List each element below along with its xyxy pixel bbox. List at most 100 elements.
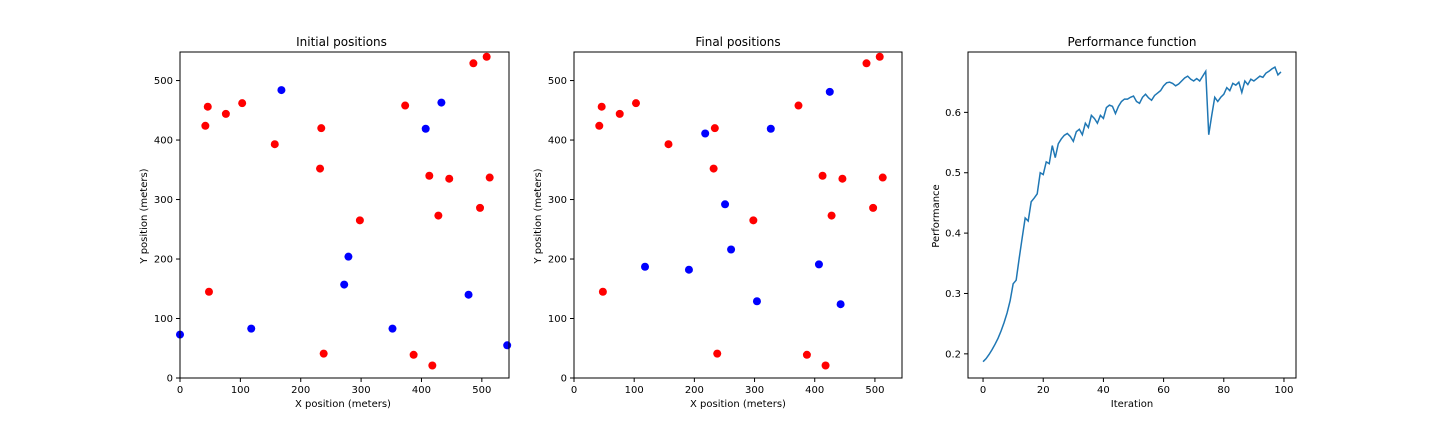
data-point xyxy=(749,216,758,225)
data-point xyxy=(247,324,256,333)
chart-title: Final positions xyxy=(695,35,780,49)
y-tick-label: 0.4 xyxy=(945,229,961,240)
panel-initial-positions: Initial positions X position (meters) Y … xyxy=(139,35,512,410)
y-tick-label: 100 xyxy=(154,314,173,325)
data-point xyxy=(701,129,710,138)
data-point xyxy=(204,287,213,296)
data-point xyxy=(503,341,512,350)
data-point xyxy=(878,173,887,182)
data-point xyxy=(485,173,494,182)
data-point xyxy=(869,203,878,212)
data-point xyxy=(664,140,673,149)
data-point xyxy=(721,200,730,209)
data-point xyxy=(409,350,418,359)
y-tick-label: 200 xyxy=(154,255,173,266)
y-tick-label: 0.5 xyxy=(945,168,961,179)
x-axis-label: Iteration xyxy=(1111,399,1153,410)
data-point xyxy=(818,171,827,180)
data-point xyxy=(238,99,247,108)
data-point xyxy=(598,287,607,296)
data-point xyxy=(827,211,836,220)
data-point xyxy=(437,98,446,107)
x-tick-label: 500 xyxy=(472,385,491,396)
data-point xyxy=(469,59,478,68)
y-tick-label: 200 xyxy=(548,255,567,266)
data-point xyxy=(766,124,775,133)
data-point xyxy=(713,349,722,358)
data-point xyxy=(814,260,823,269)
x-tick-label: 400 xyxy=(412,385,431,396)
data-point xyxy=(317,124,326,133)
chart-title: Performance function xyxy=(1068,35,1197,49)
x-tick-label: 20 xyxy=(1037,385,1050,396)
x-tick-label: 60 xyxy=(1157,385,1170,396)
data-point xyxy=(710,124,719,133)
y-tick-label: 100 xyxy=(548,314,567,325)
y-tick-label: 500 xyxy=(548,76,567,87)
x-tick-label: 100 xyxy=(625,385,644,396)
series-line xyxy=(982,65,1282,363)
data-point xyxy=(221,109,230,118)
data-point xyxy=(277,86,286,95)
y-tick-label: 300 xyxy=(154,195,173,206)
data-point xyxy=(270,140,279,149)
x-tick-label: 40 xyxy=(1097,385,1110,396)
data-point xyxy=(401,101,410,110)
data-point xyxy=(355,216,364,225)
y-axis-label: Performance xyxy=(931,184,942,247)
data-point xyxy=(388,324,397,333)
data-point xyxy=(825,87,834,96)
data-point xyxy=(727,245,736,254)
data-point xyxy=(434,211,443,220)
data-point xyxy=(482,52,491,61)
y-axis-label: Y position (meters) xyxy=(533,168,544,264)
x-tick-label: 500 xyxy=(865,385,884,396)
x-tick-label: 0 xyxy=(177,385,183,396)
y-tick-label: 0.2 xyxy=(945,349,961,360)
data-point xyxy=(340,280,349,289)
plot-frame xyxy=(573,51,903,379)
data-point xyxy=(425,171,434,180)
plot-frame xyxy=(967,51,1297,379)
y-tick-label: 400 xyxy=(548,136,567,147)
data-point xyxy=(794,101,803,110)
data-point xyxy=(421,124,430,133)
data-point xyxy=(595,121,604,130)
data-point xyxy=(615,109,624,118)
y-tick-label: 400 xyxy=(154,136,173,147)
y-tick-label: 0.6 xyxy=(945,108,961,119)
data-point xyxy=(344,252,353,261)
data-point xyxy=(476,203,485,212)
x-tick-label: 0 xyxy=(980,385,986,396)
x-tick-label: 300 xyxy=(745,385,764,396)
y-tick-label: 500 xyxy=(154,76,173,87)
x-tick-label: 300 xyxy=(352,385,371,396)
data-point xyxy=(821,361,830,370)
x-tick-label: 200 xyxy=(685,385,704,396)
data-point xyxy=(684,265,693,274)
x-axis-label: X position (meters) xyxy=(295,399,391,410)
data-point xyxy=(709,164,718,173)
x-tick-label: 100 xyxy=(231,385,250,396)
data-point xyxy=(445,174,454,183)
y-tick-label: 0 xyxy=(167,374,173,385)
data-point xyxy=(597,102,606,111)
x-tick-label: 80 xyxy=(1217,385,1230,396)
y-tick-label: 0 xyxy=(561,374,567,385)
data-point xyxy=(802,350,811,359)
x-tick-label: 100 xyxy=(1274,385,1293,396)
data-point xyxy=(836,300,845,309)
data-point xyxy=(319,349,328,358)
data-point xyxy=(428,361,437,370)
data-point xyxy=(464,290,473,299)
data-point xyxy=(641,262,650,271)
data-point xyxy=(203,102,212,111)
panel-final-positions: Final positions X position (meters) Y po… xyxy=(533,35,903,410)
chart-title: Initial positions xyxy=(296,35,387,49)
y-tick-label: 300 xyxy=(548,195,567,206)
y-tick-label: 0.3 xyxy=(945,289,961,300)
data-point xyxy=(316,164,325,173)
x-tick-label: 0 xyxy=(571,385,577,396)
